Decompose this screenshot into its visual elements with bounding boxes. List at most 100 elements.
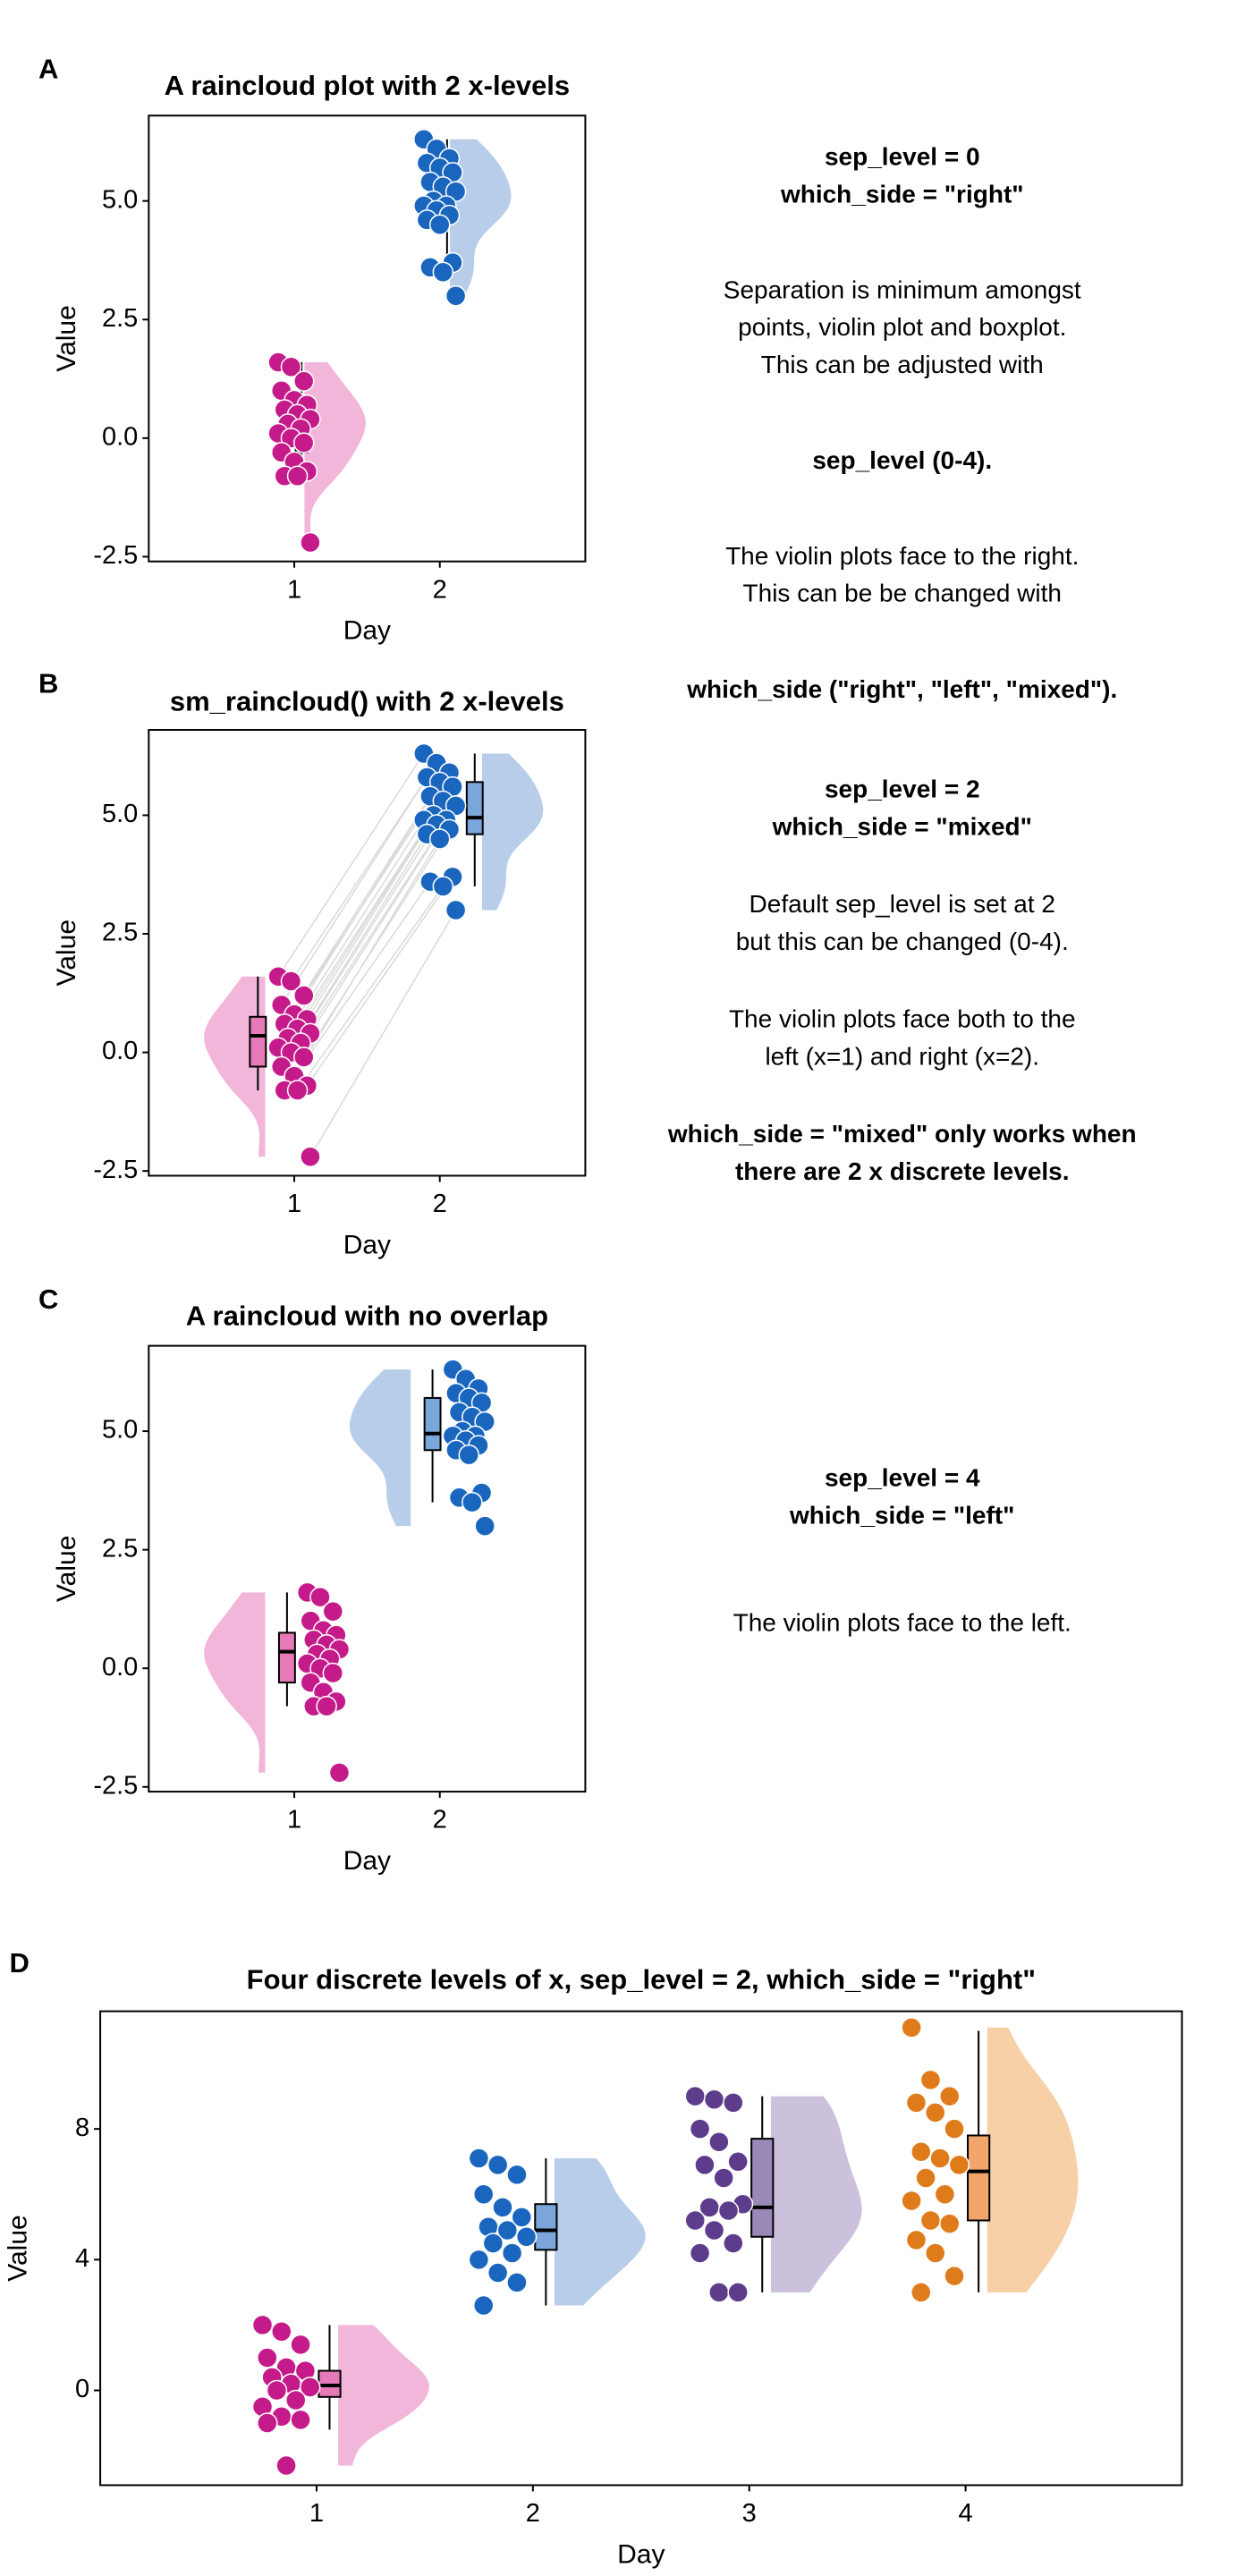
x-axis-label: Day bbox=[343, 616, 391, 646]
x-axis-label: Day bbox=[343, 1230, 391, 1259]
note-line: sep_level = 4 bbox=[825, 1464, 980, 1492]
point bbox=[901, 2017, 922, 2038]
point bbox=[492, 2197, 513, 2218]
point bbox=[428, 828, 451, 850]
point bbox=[257, 2412, 278, 2434]
point bbox=[309, 1586, 331, 1608]
connector bbox=[309, 910, 457, 1157]
point bbox=[293, 985, 315, 1006]
point bbox=[919, 2069, 942, 2091]
connector bbox=[303, 828, 451, 1058]
point bbox=[905, 2092, 927, 2114]
point bbox=[901, 2190, 922, 2212]
note-line: The violin plots face to the left. bbox=[733, 1608, 1071, 1636]
x-tick-label: 2 bbox=[526, 2499, 540, 2528]
x-tick-label: 1 bbox=[287, 1806, 301, 1835]
point bbox=[271, 2320, 292, 2343]
x-tick-label: 3 bbox=[742, 2499, 757, 2528]
panel-label: A bbox=[38, 54, 58, 85]
x-tick-label: 4 bbox=[959, 2499, 973, 2528]
violin bbox=[304, 361, 366, 543]
box bbox=[465, 781, 484, 835]
point bbox=[328, 1762, 351, 1784]
point bbox=[506, 2164, 528, 2186]
x-axis-label: Day bbox=[617, 2539, 665, 2569]
plot-frame bbox=[148, 1344, 587, 1793]
plot-frame bbox=[99, 2010, 1183, 2487]
point bbox=[293, 1046, 315, 1068]
x-tick-label: 1 bbox=[309, 2499, 324, 2528]
point bbox=[432, 876, 454, 897]
note-line: which_side = "mixed" only works when bbox=[667, 1120, 1137, 1148]
point bbox=[910, 2282, 932, 2303]
chart-title: A raincloud with no overlap bbox=[186, 1300, 548, 1331]
violin bbox=[555, 2158, 646, 2306]
point bbox=[482, 2233, 504, 2254]
note-line: which_side = "left" bbox=[789, 1501, 1014, 1529]
x-tick-label: 2 bbox=[433, 1806, 447, 1835]
note-line: points, violin plot and boxplot. bbox=[738, 313, 1066, 341]
point bbox=[280, 970, 302, 992]
point bbox=[925, 2102, 946, 2123]
violin bbox=[770, 2096, 862, 2292]
y-tick-label: 4 bbox=[75, 2244, 89, 2273]
point bbox=[713, 2167, 734, 2189]
connector bbox=[277, 753, 425, 978]
y-axis-label: Value bbox=[52, 1536, 81, 1603]
chart-title: A raincloud plot with 2 x-levels bbox=[165, 70, 571, 101]
point bbox=[468, 2148, 490, 2169]
y-tick-label: 5.0 bbox=[102, 185, 138, 214]
point bbox=[938, 2213, 961, 2234]
violin bbox=[349, 1369, 411, 1527]
y-tick-label: 0.0 bbox=[102, 1653, 138, 1682]
point bbox=[257, 2347, 278, 2368]
point bbox=[322, 1600, 344, 1623]
x-tick-label: 1 bbox=[287, 1190, 301, 1218]
point bbox=[934, 2183, 956, 2205]
point bbox=[445, 284, 467, 307]
y-axis-label: Value bbox=[52, 305, 81, 372]
note-line: which_side ("right", "left", "mixed"). bbox=[686, 675, 1117, 703]
point bbox=[251, 2314, 274, 2336]
box bbox=[423, 1396, 442, 1452]
note-line: which_side = "right" bbox=[780, 180, 1024, 208]
note-line: there are 2 x discrete levels. bbox=[735, 1157, 1070, 1185]
panel-label: D bbox=[9, 1947, 29, 1979]
point bbox=[684, 2209, 707, 2232]
point bbox=[684, 2085, 707, 2107]
point bbox=[938, 2085, 961, 2107]
point bbox=[468, 2249, 490, 2271]
y-tick-label: 2.5 bbox=[102, 304, 138, 333]
connector bbox=[300, 819, 447, 1044]
violin bbox=[338, 2325, 429, 2466]
plot-frame bbox=[148, 729, 587, 1177]
panel-label: C bbox=[38, 1284, 58, 1315]
point bbox=[905, 2229, 927, 2251]
point bbox=[286, 1080, 309, 1101]
panel-label: B bbox=[38, 667, 58, 699]
violin bbox=[481, 753, 544, 911]
violin bbox=[450, 139, 512, 296]
y-tick-label: 5.0 bbox=[102, 1416, 138, 1445]
chart-title: Four discrete levels of x, sep_level = 2… bbox=[247, 1964, 1036, 1996]
connector bbox=[306, 876, 453, 1087]
point bbox=[458, 1444, 480, 1466]
point bbox=[727, 2282, 749, 2303]
point bbox=[275, 2454, 297, 2477]
box bbox=[249, 1015, 267, 1068]
y-tick-label: 0.0 bbox=[102, 1037, 138, 1065]
point bbox=[280, 356, 302, 378]
note-line: Separation is minimum amongst bbox=[724, 275, 1081, 303]
point bbox=[511, 2207, 533, 2228]
note-line: which_side = "mixed" bbox=[772, 812, 1032, 840]
y-axis-label: Value bbox=[52, 919, 81, 987]
point bbox=[472, 2183, 495, 2205]
y-tick-label: -2.5 bbox=[93, 1156, 138, 1184]
point bbox=[948, 2154, 970, 2176]
point bbox=[708, 2131, 730, 2153]
note-line: Default sep_level is set at 2 bbox=[750, 890, 1055, 918]
point bbox=[689, 2242, 711, 2264]
x-axis-label: Day bbox=[343, 1846, 391, 1876]
note-line: The violin plots face both to the bbox=[729, 1005, 1076, 1033]
